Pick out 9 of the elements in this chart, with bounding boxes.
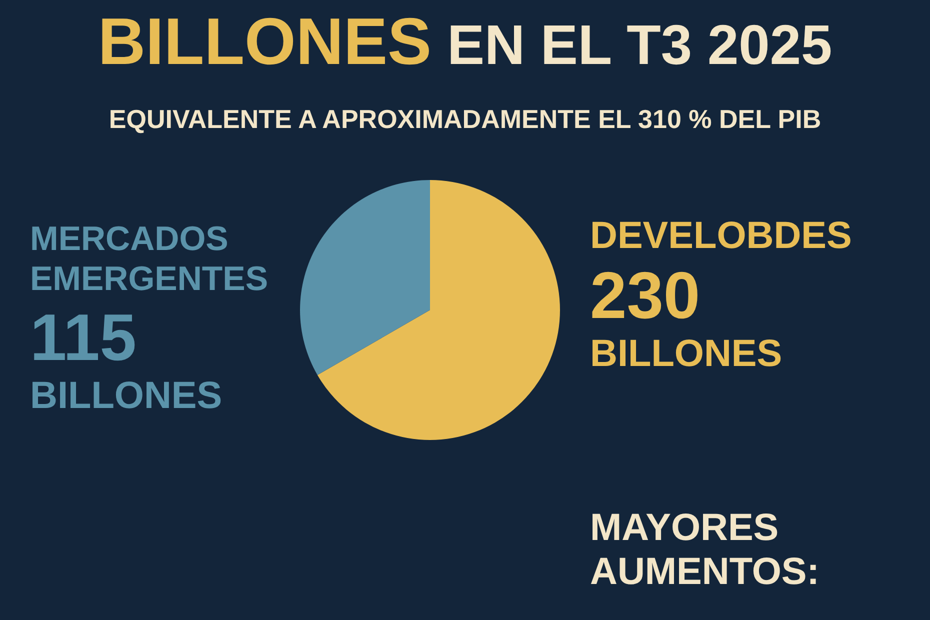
- data-label: 230 BILLONES: [590, 258, 782, 375]
- chart-title: BILLONES EN EL T3 2025: [98, 4, 832, 78]
- text: MAYORES AUMENTOS:: [590, 507, 820, 593]
- chart-subtitle: EQUIVALENTE A APROXIMADAMENTE EL 310 % DEL PIB: [108, 104, 822, 134]
- slice-label: DEVELOBDES: [590, 215, 852, 257]
- data-label: 115 BILLONES: [30, 300, 222, 417]
- pie-slice: [300, 180, 430, 375]
- pie-slice: [317, 180, 560, 440]
- slice-label: MERCADOS EMERGENTES: [30, 220, 268, 298]
